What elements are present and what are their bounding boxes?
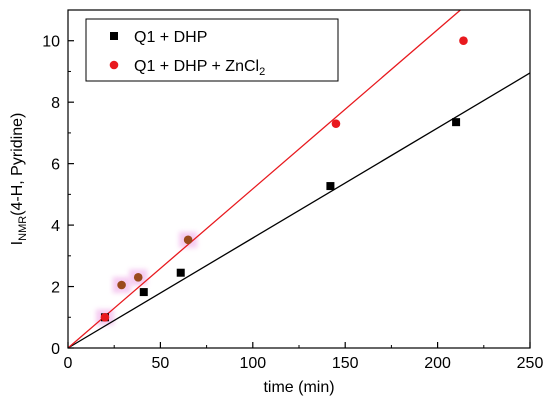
fit-line [67,72,531,349]
x-tick-label: 200 [424,355,451,372]
x-tick-label: 150 [332,355,359,372]
legend-marker-square [110,32,118,40]
x-axis-title: time (min) [263,379,334,396]
y-tick-label: 4 [51,218,60,235]
y-axis-title: INMR(4-H, Pyridine) [9,113,29,246]
data-point-circle [100,312,110,322]
y-axis-title-main: I [9,241,26,245]
legend-label-main: Q1 + DHP + ZnCl [134,58,259,75]
legend-label: Q1 + DHP + ZnCl2 [134,58,265,78]
legend-label: Q1 + DHP [134,29,207,46]
x-tick-label: 50 [152,355,170,372]
data-point-square [139,288,148,297]
y-tick-label: 8 [51,95,60,112]
data-point-circle [459,36,468,46]
data-point-square [326,182,335,191]
fit-line [67,9,461,349]
tick-layer: 0 50 100 150 200 250 0 2 4 6 8 10 [42,9,544,372]
y-tick-label: 10 [42,34,60,51]
legend-label-sub: 2 [259,66,265,78]
data-point-circle [117,280,126,290]
data-point-circle [133,273,143,282]
legend-marker-circle [109,60,119,70]
x-tick-label: 250 [517,355,544,372]
x-tick-label: 0 [64,355,73,372]
point-layer [100,36,468,322]
y-axis-title-rest: (4-H, Pyridine) [9,113,26,216]
data-point-square [452,118,461,127]
legend: Q1 + DHP Q1 + DHP + ZnCl2 [85,18,339,82]
legend-box [85,18,339,82]
legend-label-main: Q1 + DHP [134,29,207,46]
data-point-square [176,268,185,277]
x-tick-label: 100 [239,355,266,372]
y-tick-label: 0 [51,341,60,358]
y-tick-label: 6 [51,157,60,174]
data-point-circle [183,235,193,245]
y-axis-title-sub: NMR [17,216,29,241]
legend-entries: Q1 + DHP Q1 + DHP + ZnCl2 [109,29,265,78]
y-tick-label: 2 [51,280,60,297]
data-point-circle [331,119,341,128]
